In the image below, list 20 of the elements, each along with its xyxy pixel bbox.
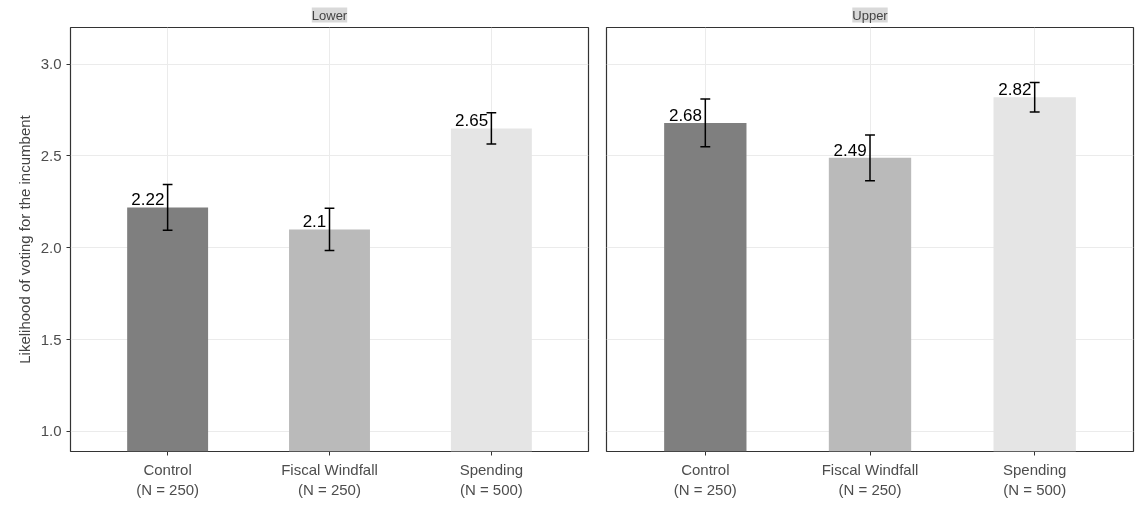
x-tick-label: Control (N = 250) (136, 460, 200, 498)
x-tick-label: Fiscal Windfall (N = 250) (281, 460, 378, 498)
x-tick-label: Control (N = 250) (673, 460, 737, 498)
y-tick-label: 2.5 (40, 146, 62, 164)
data-label: 2.1 (302, 212, 327, 232)
data-label: 2.49 (833, 140, 867, 160)
y-tick-label: 3.0 (40, 55, 62, 73)
data-label: 2.82 (998, 80, 1032, 100)
data-label: 2.22 (131, 190, 165, 210)
data-label: 2.65 (455, 111, 489, 131)
x-tick-label: Spending (N = 500) (1002, 460, 1067, 498)
x-tick-label: Spending (N = 500) (459, 460, 524, 498)
y-axis-title: Likelihood of voting for the incumbent (15, 114, 33, 364)
chart-title: Lower (311, 7, 348, 23)
chart-title: Upper (852, 7, 889, 23)
y-tick-label: 2.0 (40, 238, 62, 256)
y-tick-label: 1.5 (40, 330, 62, 348)
y-tick-label: 1.0 (40, 422, 62, 440)
x-tick-label: Fiscal Windfall (N = 250) (821, 460, 919, 498)
data-label: 2.68 (668, 105, 703, 125)
